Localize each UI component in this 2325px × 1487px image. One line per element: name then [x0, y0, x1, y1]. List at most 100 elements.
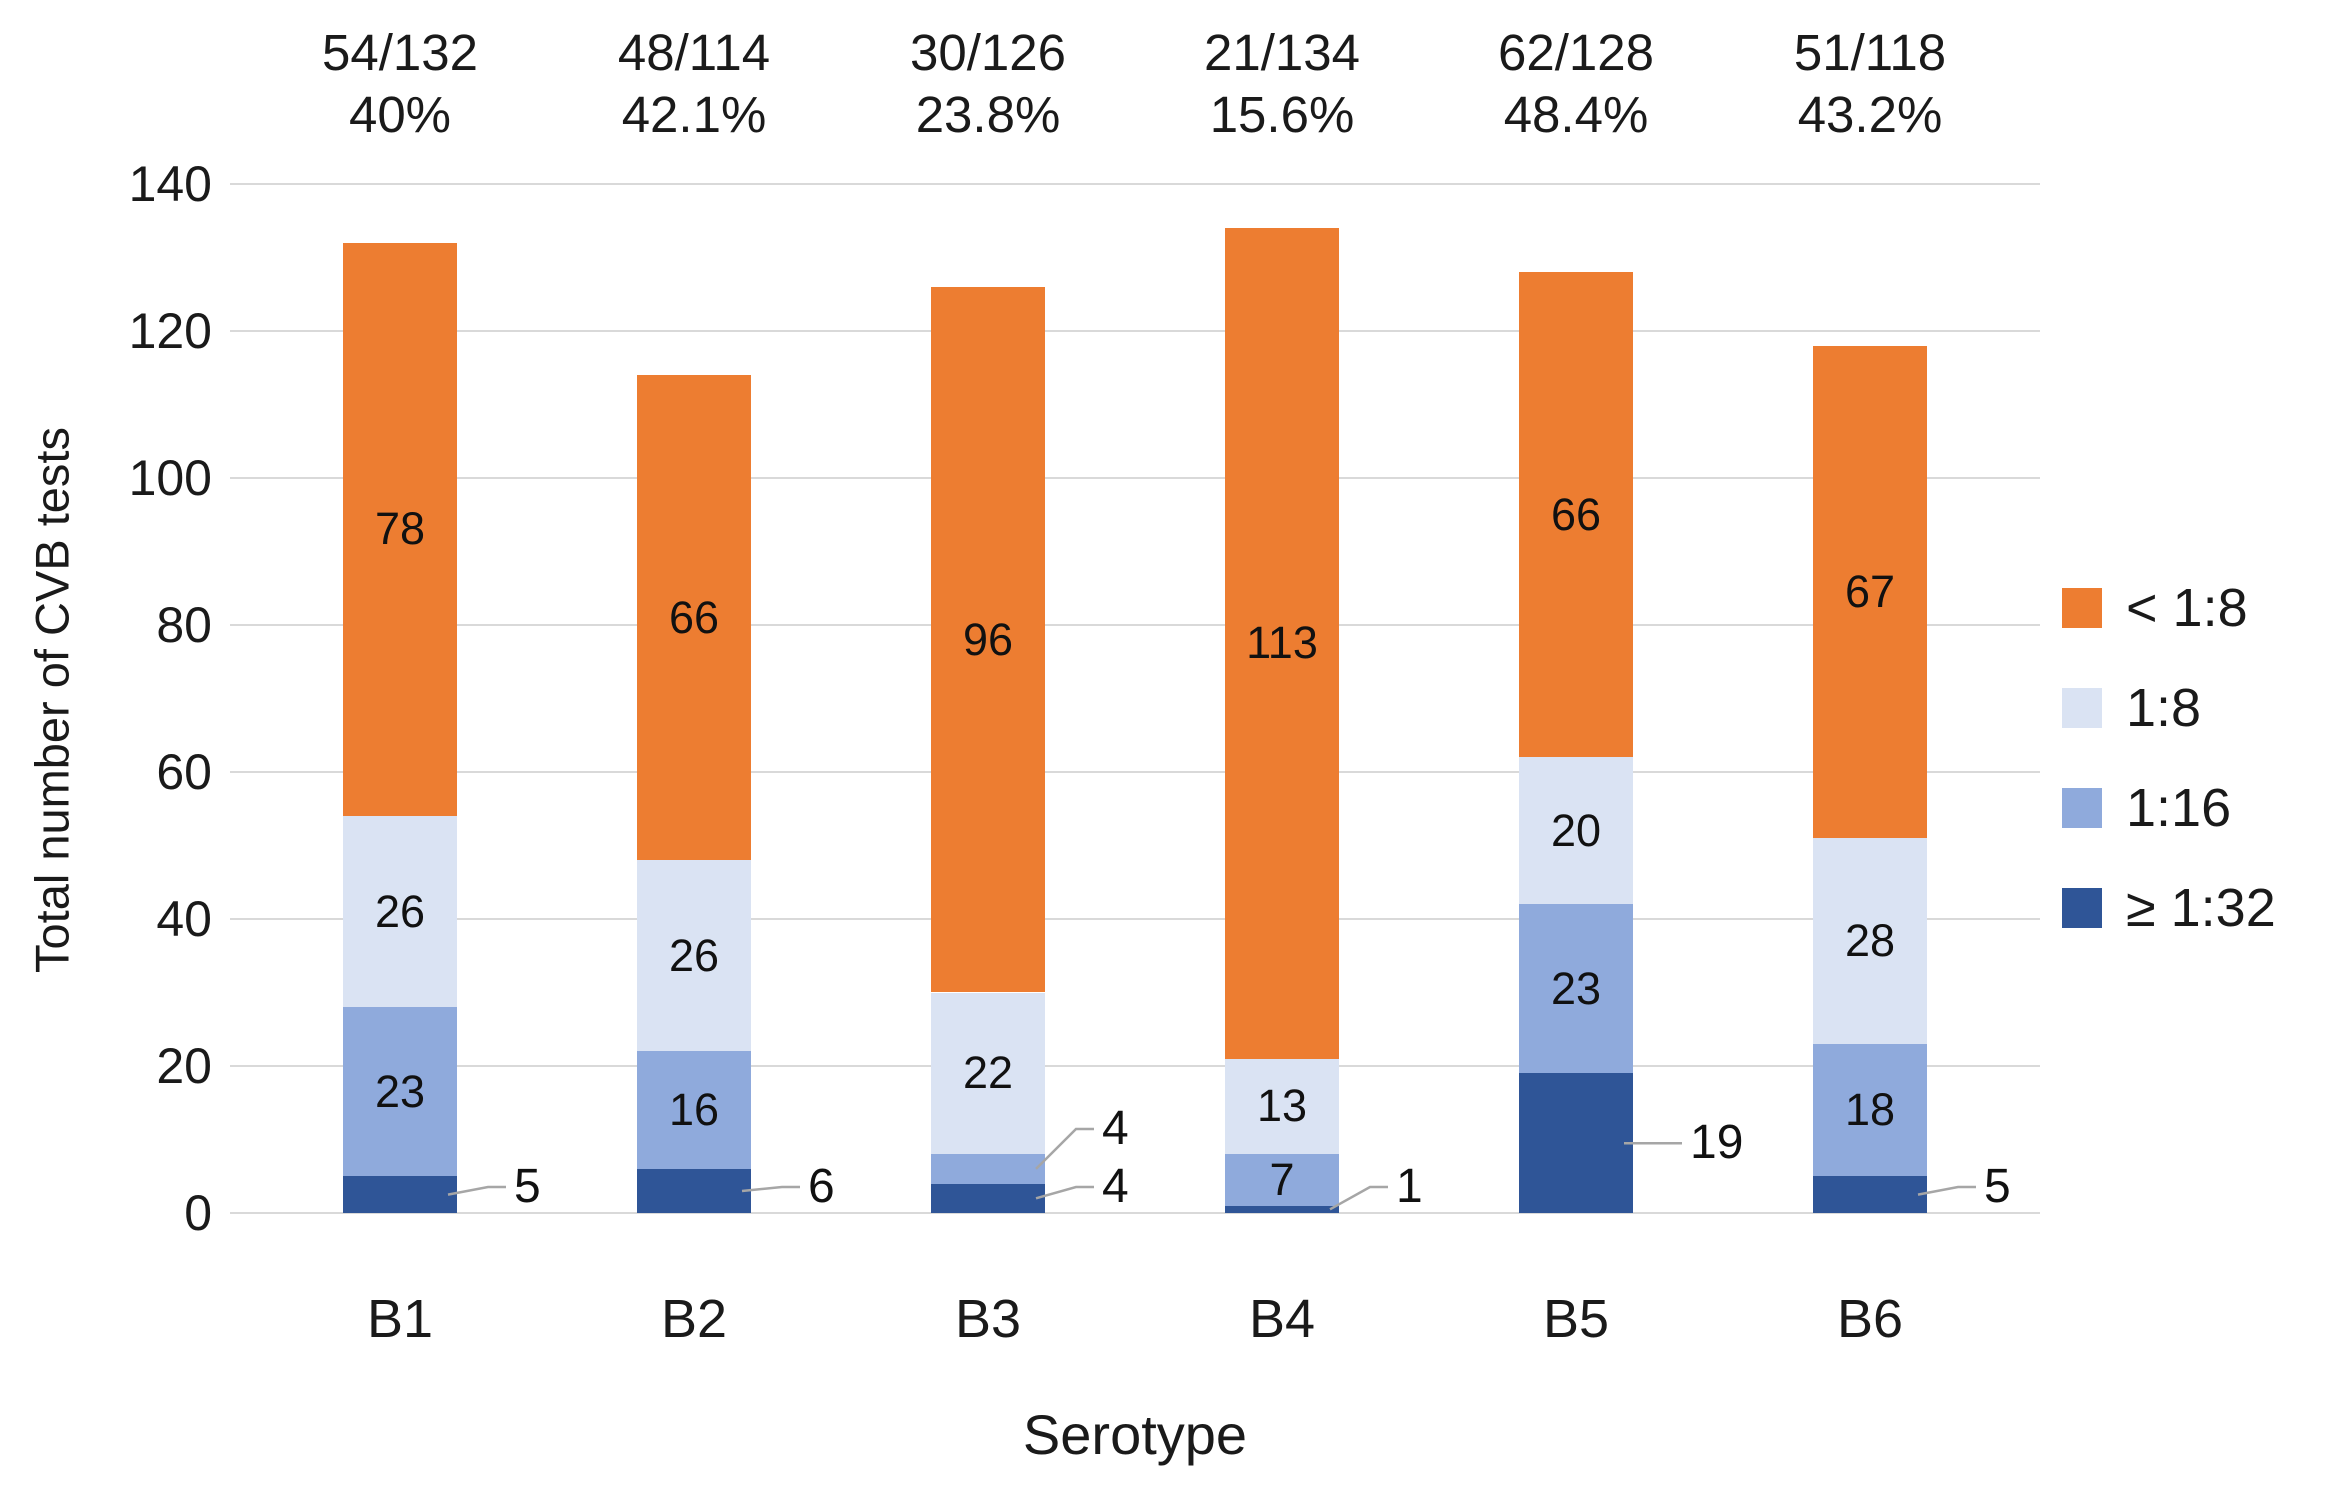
bar-b4-segment-1-8: [1225, 228, 1339, 1059]
bar-value-label: 18: [1844, 1084, 1896, 1136]
bar-b6-segment-1-8: [1813, 345, 1927, 839]
leader-line: [1917, 1185, 1976, 1196]
legend-label: 1:8: [2126, 678, 2202, 738]
x-tick-label-b4: B4: [1248, 1289, 1316, 1349]
bar-annotation-b6: 51/118 43.2%: [1710, 22, 2030, 146]
bar-b5-segment-1-8: [1519, 757, 1633, 905]
gridline: [230, 624, 2040, 626]
bar-b1-segment-1-8: [343, 816, 457, 1008]
bar-b3-segment-1-8: [931, 992, 1045, 1155]
y-tick-label: 0: [184, 1185, 212, 1241]
annotation-percent: 40%: [348, 86, 452, 143]
x-tick-label-b6: B6: [1836, 1289, 1904, 1349]
bar-value-label: 4: [1102, 1160, 1129, 1213]
bar-b4-segment-1-8: [1225, 1058, 1339, 1155]
bar-value-label: 78: [374, 503, 426, 555]
annotation-fraction: 54/132: [322, 24, 478, 81]
bar-value-label: 23: [1550, 962, 1602, 1014]
gridline: [230, 330, 2040, 332]
legend-swatch: [2062, 588, 2102, 628]
gridline: [230, 1065, 2040, 1067]
bar-annotation-b5: 62/128 48.4%: [1416, 22, 1736, 146]
annotation-fraction: 62/128: [1498, 24, 1654, 81]
legend-item-1-32: ≥ 1:32: [2062, 877, 2276, 939]
bar-value-label: 28: [1844, 915, 1896, 967]
bar-b3-segment-1-32: [931, 1183, 1045, 1213]
bar-value-label: 20: [1550, 804, 1602, 856]
bar-b1-segment-1-16: [343, 1007, 457, 1177]
bar-annotation-b2: 48/114 42.1%: [534, 22, 854, 146]
legend-swatch: [2062, 888, 2102, 928]
bar-b1-segment-1-8: [343, 242, 457, 817]
leader-line: [447, 1185, 506, 1196]
bar-b3-segment-1-8: [931, 286, 1045, 993]
leader-line: [741, 1185, 800, 1193]
plot-area: 23 26 78 5 16 26 66 6 22 96 4 4 7 13 113 1 23 20 66 19 18 28 6…: [230, 183, 2040, 1214]
legend-label: < 1:8: [2126, 578, 2248, 638]
annotation-percent: 23.8%: [915, 86, 1061, 143]
x-tick-label-b2: B2: [660, 1289, 728, 1349]
y-tick-label: 120: [128, 303, 212, 359]
leader-line: [1035, 1127, 1094, 1170]
x-tick-label-b3: B3: [954, 1289, 1022, 1349]
bar-value-label: 96: [962, 613, 1014, 665]
annotation-fraction: 48/114: [617, 24, 771, 81]
legend-swatch: [2062, 788, 2102, 828]
y-tick-label: 80: [156, 597, 212, 653]
bar-value-label: 22: [962, 1047, 1014, 1099]
legend-item-1-8: < 1:8: [2062, 577, 2248, 639]
bar-value-label: 26: [668, 929, 720, 981]
bar-value-label: 4: [1102, 1102, 1129, 1155]
bar-value-label: 13: [1256, 1080, 1308, 1132]
annotation-percent: 48.4%: [1503, 86, 1649, 143]
bar-b2-segment-1-8: [637, 375, 751, 861]
legend-item-1-16: 1:16: [2062, 777, 2231, 839]
gridline: [230, 183, 2040, 185]
legend-swatch: [2062, 688, 2102, 728]
leader-line: [1035, 1185, 1094, 1200]
annotation-fraction: 30/126: [910, 24, 1066, 81]
legend-label: 1:16: [2126, 778, 2232, 838]
y-tick-label: 40: [156, 891, 212, 947]
annotation-percent: 15.6%: [1209, 86, 1355, 143]
leader-lines: [447, 1127, 1976, 1211]
bar-value-label: 66: [1550, 488, 1602, 540]
y-tick-label: 60: [156, 744, 212, 800]
bar-value-label: 23: [374, 1065, 426, 1117]
bar-value-label: 113: [1246, 617, 1318, 669]
bar-value-label: 1: [1396, 1160, 1423, 1213]
gridline: [230, 771, 2040, 773]
bar-b5-segment-1-16: [1519, 904, 1633, 1074]
bar-value-label: 19: [1690, 1116, 1744, 1170]
y-tick-label: 100: [128, 450, 212, 506]
bar-b6-segment-1-8: [1813, 838, 1927, 1044]
annotation-fraction: 21/134: [1204, 24, 1360, 81]
bar-b5-segment-1-8: [1519, 272, 1633, 758]
bar-annotation-b3: 30/126 23.8%: [828, 22, 1148, 146]
bar-b4-segment-1-32: [1225, 1205, 1339, 1213]
bar-annotation-b4: 21/134 15.6%: [1122, 22, 1442, 146]
bar-b2-segment-1-32: [637, 1168, 751, 1213]
annotation-percent: 42.1%: [621, 86, 767, 143]
bar-value-label: 5: [1984, 1160, 2011, 1213]
bar-value-label: 6: [808, 1160, 835, 1213]
bar-annotation-b1: 54/132 40%: [240, 22, 560, 146]
legend-item-1-8: 1:8: [2062, 677, 2201, 739]
bar-value-label: 67: [1844, 565, 1896, 617]
gridline: [230, 918, 2040, 920]
bar-b6-segment-1-16: [1813, 1043, 1927, 1177]
bar-b5-segment-1-32: [1519, 1073, 1633, 1213]
legend-label: ≥ 1:32: [2126, 878, 2276, 938]
y-tick-label: 140: [128, 156, 212, 212]
annotation-percent: 43.2%: [1797, 86, 1943, 143]
bar-b2-segment-1-16: [637, 1051, 751, 1169]
leader-line: [1329, 1185, 1388, 1211]
bar-value-label: 26: [374, 885, 426, 937]
x-tick-label-b5: B5: [1542, 1289, 1610, 1349]
x-axis-title: Serotype: [1022, 1403, 1248, 1466]
bar-b2-segment-1-8: [637, 860, 751, 1052]
bar-value-label: 5: [514, 1160, 541, 1213]
bar-value-label: 66: [668, 591, 720, 643]
bar-b6-segment-1-32: [1813, 1176, 1927, 1213]
